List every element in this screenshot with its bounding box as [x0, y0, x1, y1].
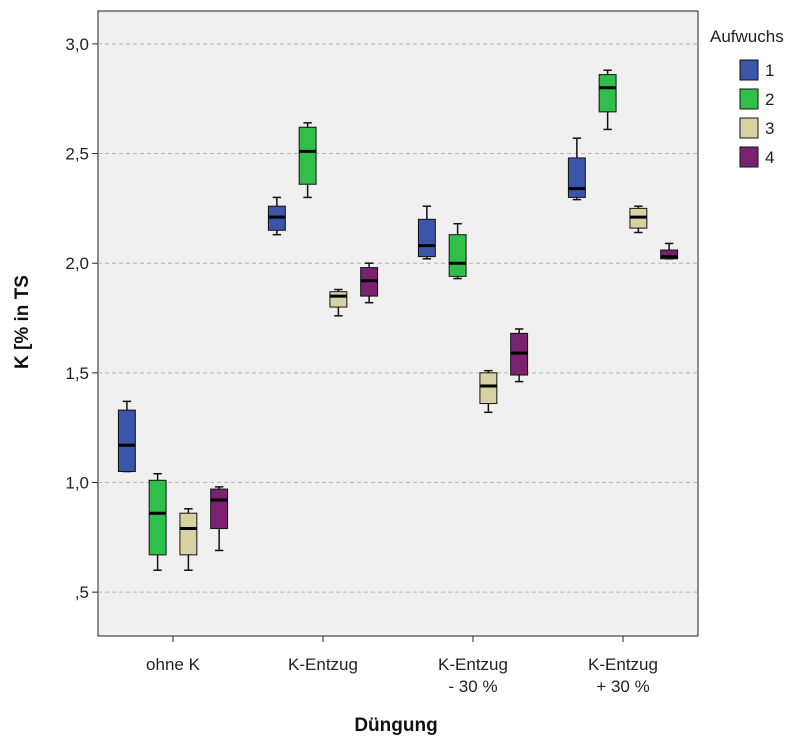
box-1-3 [417, 205, 436, 260]
x-tick-label: K-Entzug [438, 655, 508, 674]
box-rect [567, 157, 586, 198]
x-tick-label: ohne K [146, 655, 201, 674]
box-3-2 [329, 288, 348, 317]
y-tick-label: 1,5 [65, 364, 89, 383]
plot-area [97, 10, 699, 637]
box-rect [179, 512, 198, 556]
y-tick-label: 2,0 [65, 254, 89, 273]
box-2-2 [298, 122, 317, 199]
box-rect [417, 218, 436, 258]
box-rect [660, 249, 679, 260]
box-4-2 [360, 262, 379, 304]
y-tick-label: ,5 [75, 583, 89, 602]
box-4-3 [510, 328, 529, 383]
box-rect [117, 409, 136, 473]
x-tick-label: - 30 % [448, 677, 497, 696]
legend-label: 2 [765, 90, 774, 109]
box-3-1 [179, 508, 198, 571]
legend-label: 1 [765, 61, 774, 80]
x-axis: ohne K K-Entzug K-Entzug - 30 % K-Entzug + 30… [146, 636, 658, 696]
legend: Aufwuchs 1 2 3 4 [710, 27, 784, 168]
y-tick-label: 1,0 [65, 473, 89, 492]
box-4-4 [660, 242, 679, 260]
box-rect [148, 479, 167, 556]
box-1-4 [567, 137, 586, 201]
legend-swatch [739, 88, 759, 110]
box-1-2 [267, 196, 286, 236]
box-rect [329, 291, 348, 308]
legend-swatch [739, 146, 759, 168]
box-2-4 [598, 69, 617, 131]
y-tick-label: 2,5 [65, 145, 89, 164]
box-rect [448, 234, 467, 277]
x-tick-label: K-Entzug [288, 655, 358, 674]
legend-label: 3 [765, 119, 774, 138]
box-4-1 [210, 486, 229, 552]
grid-lines [98, 43, 698, 593]
box-3-3 [479, 369, 498, 414]
box-rect [479, 372, 498, 405]
box-1-1 [117, 400, 136, 473]
box-2-3 [448, 222, 467, 280]
y-axis: ,5 1,0 1,5 2,0 2,5 3,0 [65, 35, 98, 602]
legend-title: Aufwuchs [710, 27, 784, 46]
y-tick-label: 3,0 [65, 35, 89, 54]
box-3-4 [629, 205, 648, 234]
x-axis-title: Düngung [354, 715, 437, 736]
x-tick-label: + 30 % [596, 677, 649, 696]
box-2-1 [148, 472, 167, 571]
box-rect [598, 74, 617, 113]
box-series [117, 69, 679, 571]
legend-label: 4 [765, 148, 774, 167]
box-rect [298, 126, 317, 185]
y-axis-title: K [% in TS [12, 275, 33, 369]
box-rect [210, 488, 229, 530]
x-tick-label: K-Entzug [588, 655, 658, 674]
legend-swatch [739, 117, 759, 139]
legend-swatch [739, 59, 759, 81]
